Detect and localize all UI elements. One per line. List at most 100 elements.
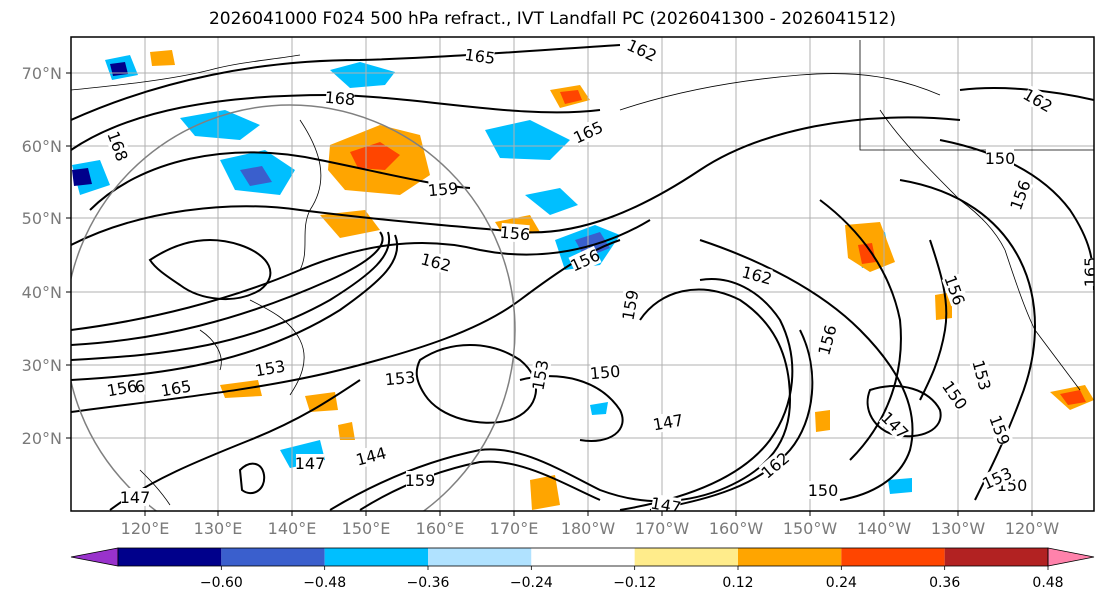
shade-blue-region — [590, 402, 608, 415]
colorbar-min-extension — [70, 547, 119, 567]
contour-line — [619, 278, 794, 511]
shade-orange-region — [815, 410, 830, 432]
colorbar-swatch — [531, 548, 635, 566]
colorbar-swatch — [118, 548, 222, 566]
colorbar-max-extension — [1047, 547, 1095, 567]
shade-blue-region — [72, 160, 110, 195]
contour-label: 165 — [159, 376, 192, 400]
contour-line — [649, 329, 814, 511]
contour-line — [699, 239, 914, 501]
shade-orange-region — [338, 422, 355, 440]
lon-tick-label: 170°E — [490, 519, 539, 538]
lat-tick-label: 60°N — [22, 137, 62, 156]
contour-label-text: 150 — [808, 481, 839, 500]
contour-label: 150 — [589, 362, 621, 384]
colorbar-swatch — [944, 548, 1048, 566]
shade-blue-region — [110, 62, 128, 76]
colorbar-swatch — [221, 548, 325, 566]
shade-blue-region — [180, 110, 260, 140]
lon-tick-label: 150°W — [783, 519, 838, 538]
contour-label: 147 — [295, 454, 326, 473]
shade-blue-region — [330, 62, 395, 88]
contour-label: 150 — [808, 481, 839, 500]
contour-label-text: 168 — [324, 88, 356, 110]
contour-label-text: 147 — [295, 454, 326, 473]
longitude-axis: 120°E 130°E 140°E 150°E 160°E 170°E 180°W 170°W… — [121, 511, 1060, 538]
contour-label: 153 — [384, 368, 416, 390]
lat-tick-label: 50°N — [22, 209, 62, 228]
contour-line — [519, 375, 624, 442]
contour-line — [71, 231, 384, 346]
coastline — [139, 469, 171, 506]
contour-line — [959, 87, 1094, 101]
lat-tick-label: 70°N — [22, 64, 62, 83]
map-plot-area — [71, 37, 1094, 511]
contour-label: 156 — [1006, 178, 1034, 213]
contour-line — [415, 344, 537, 424]
contour-label-text: 150 — [589, 362, 621, 384]
colorbar: −0.60 −0.48 −0.36 −0.24 −0.12 0.12 0.24 0.36 0.4… — [70, 547, 1095, 591]
contour-label: 159 — [427, 179, 459, 201]
shade-blue-region — [525, 188, 578, 215]
colorbar-tick-label: −0.36 — [407, 575, 450, 591]
shade-blue-region — [888, 478, 912, 494]
shade-orange-region — [350, 142, 400, 170]
colorbar-tick-label: −0.48 — [303, 575, 346, 591]
colorbar-frame — [117, 547, 1049, 567]
contour-label-layer: 1651621681651681591561621561561621531591… — [103, 37, 1094, 517]
lon-tick-label: 160°E — [416, 519, 465, 538]
map-title: 2026041000 F024 500 hPa refract., IVT La… — [208, 9, 896, 29]
contour-line — [71, 231, 391, 361]
lon-tick-label: 120°E — [121, 519, 170, 538]
coastline — [71, 54, 301, 91]
coastline — [619, 73, 941, 111]
colorbar-tick-label: 0.48 — [1032, 575, 1063, 591]
coastline — [199, 329, 222, 371]
contour-label-text: 150 — [985, 149, 1016, 168]
contour-label-text: 165 — [463, 45, 496, 68]
contour-label: 144 — [354, 443, 388, 469]
shade-blue-region — [72, 168, 92, 186]
contour-label-text: 159 — [405, 471, 436, 490]
contour-label: 165 — [463, 45, 496, 68]
contour-line — [899, 179, 1036, 501]
coastline — [299, 119, 322, 271]
shade-blue-region — [485, 120, 570, 160]
shade-orange-region — [305, 392, 338, 412]
landfall-region-circle — [71, 104, 516, 511]
contour-label: 150 — [985, 149, 1016, 168]
coastline — [859, 40, 1094, 151]
map-frame — [70, 36, 1095, 512]
contour-label: 147 — [120, 488, 151, 507]
shade-orange-region — [858, 243, 876, 264]
shade-orange-region — [150, 50, 175, 66]
lon-tick-label: 140°E — [268, 519, 317, 538]
contour-line — [109, 379, 361, 511]
contour-label: 159 — [405, 471, 436, 490]
contour-label-text: 156 — [499, 223, 531, 245]
lon-tick-label: 160°W — [709, 519, 764, 538]
lon-tick-label: 150°E — [342, 519, 391, 538]
colorbar-tick-label: 0.24 — [826, 575, 857, 591]
colorbar-tick-label: −0.24 — [510, 575, 553, 591]
contour-label-text: 147 — [120, 488, 151, 507]
shade-orange-region — [1060, 390, 1086, 405]
lon-tick-label: 130°W — [931, 519, 986, 538]
colorbar-tick-label: 0.12 — [722, 575, 753, 591]
lat-tick-label: 40°N — [22, 283, 62, 302]
contour-line — [359, 460, 601, 511]
shade-orange-region — [530, 475, 560, 510]
lon-tick-label: 120°W — [1005, 519, 1060, 538]
contour-line — [89, 151, 471, 211]
contour-line — [238, 462, 266, 495]
contour-label-text: 147 — [649, 493, 682, 517]
shade-blue-region — [240, 166, 272, 186]
contour-label: 156 — [499, 223, 531, 245]
lat-tick-label: 20°N — [22, 429, 62, 448]
colorbar-swatch — [634, 548, 738, 566]
lon-tick-label: 130°E — [194, 519, 243, 538]
contour-label: 168 — [324, 88, 356, 110]
colorbar-swatch — [738, 548, 842, 566]
contour-line — [866, 385, 942, 438]
